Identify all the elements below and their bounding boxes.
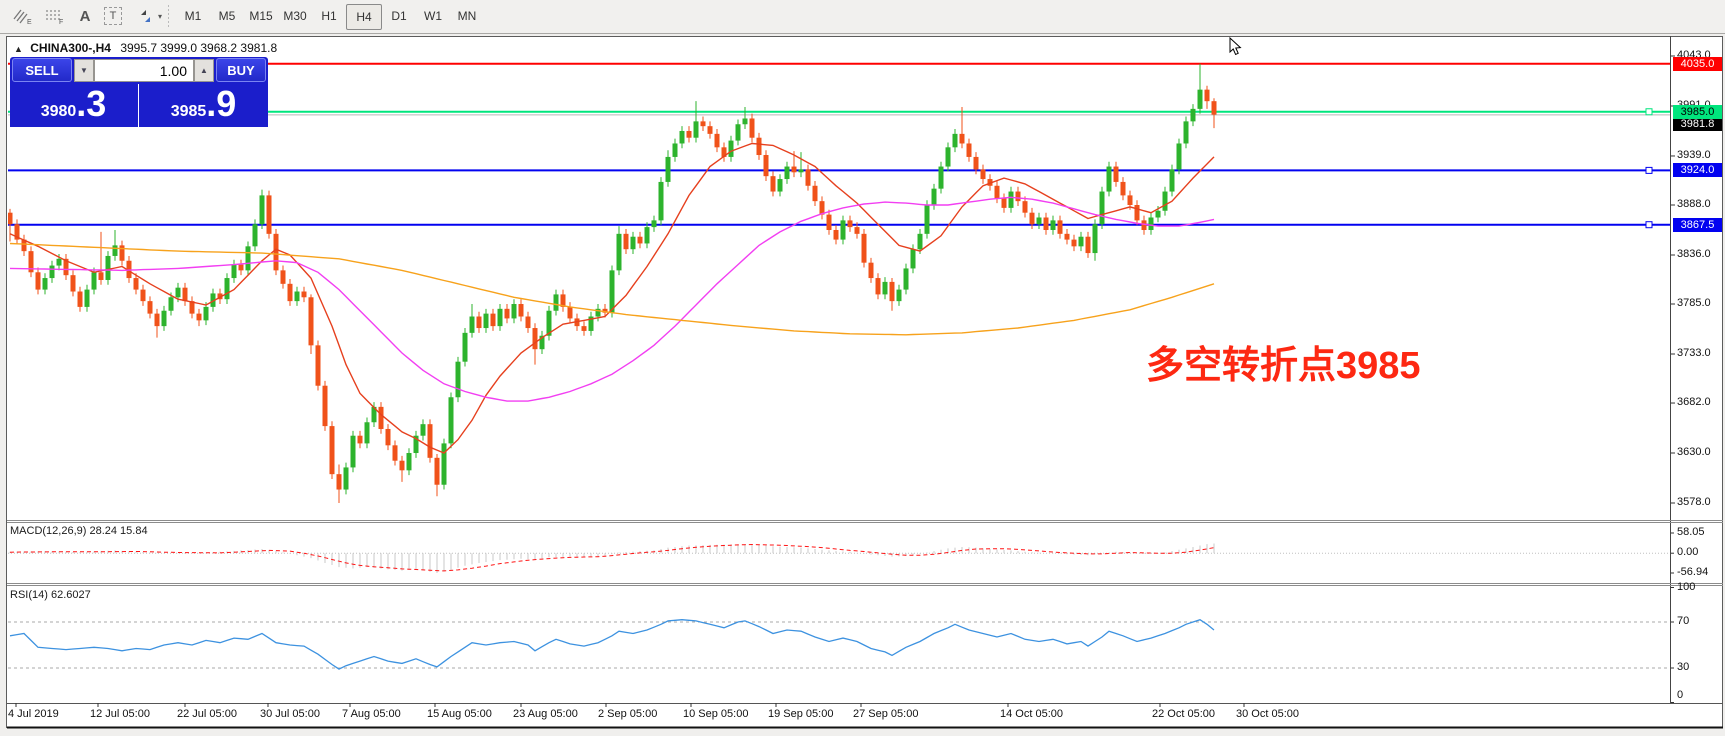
rsi-scale-label: 100 xyxy=(1677,580,1696,593)
rsi-scale-label: 70 xyxy=(1677,615,1690,627)
ma-mid-line xyxy=(9,196,1215,402)
trade-panel: SELL ▼ ▲ BUY 3980 .3 3985 .9 xyxy=(10,57,268,127)
volume-decrease-button[interactable]: ▼ xyxy=(74,59,94,82)
sell-button[interactable]: SELL xyxy=(12,58,72,82)
ohlc-values: 3995.7 3999.0 3968.2 3981.8 xyxy=(120,41,278,55)
timeframe-buttons: M1 M5 M15 M30 H1 H4 D1 W1 MN xyxy=(176,4,484,30)
x-axis-label: 30 Oct 05:00 xyxy=(1236,708,1299,720)
rsi-line xyxy=(9,618,1215,670)
text-box-glyph: T xyxy=(104,7,122,25)
chart-annotation-text: 多空转折点3985 xyxy=(1146,345,1421,387)
price-line-badge-3985.0: 3985.0 xyxy=(1673,104,1722,119)
line-handle-3924.0[interactable] xyxy=(1645,166,1653,174)
x-axis-label: 30 Jul 05:00 xyxy=(260,708,320,720)
chart-header: ▲ CHINA300-,H4 3995.7 3999.0 3968.2 3981… xyxy=(14,41,277,55)
price-tick-label: 3733.0 xyxy=(1677,347,1711,359)
timeframe-button-M30[interactable]: M30 xyxy=(283,9,307,23)
current-price-badge: 3981.8 xyxy=(1673,116,1722,131)
macd-scale-label: -56.94 xyxy=(1677,566,1709,578)
price-tick-label: 3785.0 xyxy=(1677,297,1711,309)
price-tick-label: 3578.0 xyxy=(1677,496,1711,508)
x-axis-label: 23 Aug 05:00 xyxy=(513,708,578,720)
svg-text:F: F xyxy=(59,19,63,25)
buy-price-display[interactable]: 3985 .9 xyxy=(139,84,268,127)
collapse-icon[interactable]: ▲ xyxy=(14,44,23,54)
x-axis-label: 14 Oct 05:00 xyxy=(1000,708,1063,720)
price-tick-label: 3888.0 xyxy=(1677,198,1711,210)
ma-slow-line xyxy=(9,242,1215,336)
x-axis-label: 2 Sep 05:00 xyxy=(598,708,658,720)
macd-scale-label: 0.00 xyxy=(1677,546,1699,559)
macd-scale-label: 58.05 xyxy=(1677,526,1705,538)
candles-layer xyxy=(8,63,1217,503)
x-axis-label: 22 Oct 05:00 xyxy=(1152,708,1215,720)
timeframe-button-D1[interactable]: D1 xyxy=(391,9,407,23)
x-axis-label: 19 Sep 05:00 xyxy=(768,708,834,720)
symbol-label: CHINA300-,H4 xyxy=(30,41,111,55)
timeframe-button-M5[interactable]: M5 xyxy=(218,9,236,23)
rsi-label: RSI(14) 62.6027 xyxy=(10,589,91,601)
price-tick-label: 3836.0 xyxy=(1677,247,1711,260)
price-tick-label: 3682.0 xyxy=(1677,396,1711,409)
line-handle-3867.5[interactable] xyxy=(1645,221,1653,229)
x-axis-label: 15 Aug 05:00 xyxy=(427,708,492,720)
macd-signal-line xyxy=(9,543,1215,572)
arrange-objects-icon[interactable]: ▾ xyxy=(130,4,170,28)
ma-fast-line xyxy=(9,142,1215,454)
price-tick-label: 3630.0 xyxy=(1677,446,1711,458)
timeframe-button-W1[interactable]: W1 xyxy=(424,9,442,23)
timeframe-button-H1[interactable]: H1 xyxy=(321,9,337,23)
timeframe-button-MN[interactable]: MN xyxy=(457,9,477,23)
x-axis-label: 4 Jul 2019 xyxy=(8,708,59,720)
sell-price-dec: .3 xyxy=(76,83,107,124)
trade-panel-divider xyxy=(138,84,139,127)
macd-histogram xyxy=(9,543,1215,574)
buy-price-int: 3985 xyxy=(170,103,207,120)
indicators-list-icon[interactable]: E xyxy=(8,4,38,28)
text-box-icon[interactable]: T xyxy=(100,4,126,28)
mouse-cursor xyxy=(1229,36,1242,56)
chevron-down-icon: ▾ xyxy=(157,11,162,21)
timeframe-button-M15[interactable]: M15 xyxy=(249,9,273,23)
price-line-badge-4035.0: 4035.0 xyxy=(1673,56,1722,71)
rsi-scale-label: 30 xyxy=(1677,661,1690,673)
x-axis-label: 27 Sep 05:00 xyxy=(853,708,919,720)
timeframe-button-H4[interactable]: H4 xyxy=(346,4,382,30)
x-axis-label: 12 Jul 05:00 xyxy=(90,708,150,720)
toolbar: E F A T ▾ M1 M5 M15 M30 H1 H4 D1 W1 MN xyxy=(0,0,1725,34)
sell-price-int: 3980 xyxy=(40,103,77,120)
x-axis-label: 22 Jul 05:00 xyxy=(177,708,237,720)
text-label-icon[interactable]: A xyxy=(79,7,91,25)
line-handle-3985.0[interactable] xyxy=(1645,108,1653,116)
x-axis-label: 10 Sep 05:00 xyxy=(683,708,749,720)
chart-window xyxy=(6,36,1723,728)
buy-button[interactable]: BUY xyxy=(216,58,266,82)
price-line-badge-3924.0: 3924.0 xyxy=(1673,163,1722,178)
rsi-scale-label: 0 xyxy=(1677,689,1684,701)
price-tick-label: 3939.0 xyxy=(1677,148,1711,161)
timeframe-button-M1[interactable]: M1 xyxy=(184,9,202,23)
svg-text:E: E xyxy=(27,19,32,25)
window-bottom-edge xyxy=(7,726,1723,729)
data-window-icon[interactable]: F xyxy=(40,4,70,28)
price-line-badge-3867.5: 3867.5 xyxy=(1673,217,1722,232)
macd-label: MACD(12,26,9) 28.24 15.84 xyxy=(10,525,148,537)
sell-price-display[interactable]: 3980 .3 xyxy=(10,84,137,127)
toolbar-separator xyxy=(168,5,169,27)
chart-window-border xyxy=(6,36,1723,728)
x-axis-label: 7 Aug 05:00 xyxy=(342,708,401,720)
volume-input[interactable] xyxy=(94,59,194,82)
volume-increase-button[interactable]: ▲ xyxy=(194,59,214,82)
buy-price-dec: .9 xyxy=(206,83,237,124)
